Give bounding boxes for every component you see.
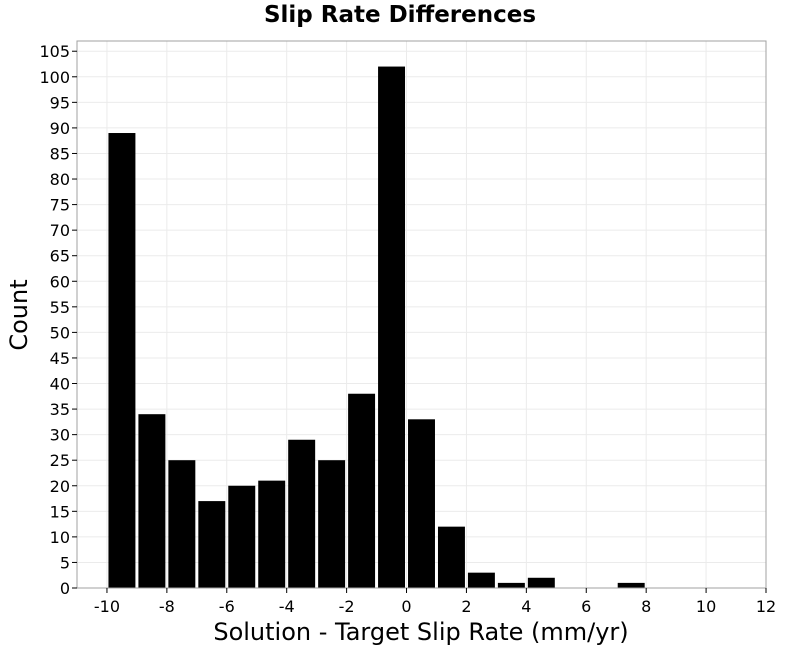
plot-frame: [76, 40, 767, 589]
histogram-bar: [378, 66, 406, 589]
y-tick-label: 60: [50, 272, 70, 291]
y-tick-label: 75: [50, 196, 70, 215]
y-tick-label: 25: [50, 451, 70, 470]
y-tick-label: 10: [50, 528, 70, 547]
histogram-bar: [168, 460, 196, 588]
y-tick-label: 45: [50, 349, 70, 368]
x-tick-label: 8: [641, 597, 651, 616]
histogram-bar: [408, 419, 435, 588]
y-tick-label: 55: [50, 298, 70, 317]
x-tick-label: 10: [696, 597, 716, 616]
x-tick-label: -6: [219, 597, 235, 616]
y-tick-label: 40: [50, 375, 70, 394]
histogram-bar: [198, 501, 226, 588]
x-tick-label: 2: [461, 597, 471, 616]
histogram-bar: [497, 582, 525, 588]
y-tick-label: 15: [50, 502, 70, 521]
y-tick-label: 30: [50, 426, 70, 445]
histogram-bar: [348, 393, 376, 588]
x-tick-label: -4: [279, 597, 295, 616]
histogram-bar: [138, 414, 166, 588]
histogram-bar: [228, 485, 256, 588]
x-tick-label: 0: [401, 597, 411, 616]
x-tick-label: 12: [756, 597, 776, 616]
y-tick-label: 20: [50, 477, 70, 496]
x-tick-label: 4: [521, 597, 531, 616]
y-tick-label: 65: [50, 247, 70, 266]
chart-title: Slip Rate Differences: [263, 2, 537, 28]
y-tick-label: 0: [60, 579, 70, 598]
y-tick-label: 35: [50, 400, 70, 419]
y-tick-label: 100: [39, 68, 70, 87]
y-tick-label: 5: [60, 553, 70, 572]
histogram-bar: [108, 133, 136, 589]
axes: 0510152025303540455055606570758085909510…: [39, 42, 776, 616]
y-tick-label: 50: [50, 323, 70, 342]
y-tick-label: 95: [50, 93, 70, 112]
bars: [108, 66, 645, 589]
y-tick-label: 105: [39, 42, 70, 61]
histogram-bar: [318, 460, 346, 588]
histogram-bar: [467, 572, 495, 588]
y-tick-label: 85: [50, 144, 70, 163]
histogram-bar: [617, 582, 645, 588]
histogram-bar: [437, 526, 465, 588]
y-axis-label: Count: [5, 279, 33, 350]
histogram-bar: [527, 577, 555, 588]
y-tick-label: 90: [50, 119, 70, 138]
x-tick-label: 6: [581, 597, 591, 616]
histogram-bar: [258, 480, 286, 588]
y-tick-label: 70: [50, 221, 70, 240]
x-tick-label: -2: [339, 597, 355, 616]
x-tick-label: -8: [159, 597, 175, 616]
y-tick-label: 80: [50, 170, 70, 189]
histogram-bar: [288, 439, 316, 588]
x-tick-label: -10: [94, 597, 120, 616]
x-axis-label: Solution - Target Slip Rate (mm/yr): [213, 618, 628, 646]
